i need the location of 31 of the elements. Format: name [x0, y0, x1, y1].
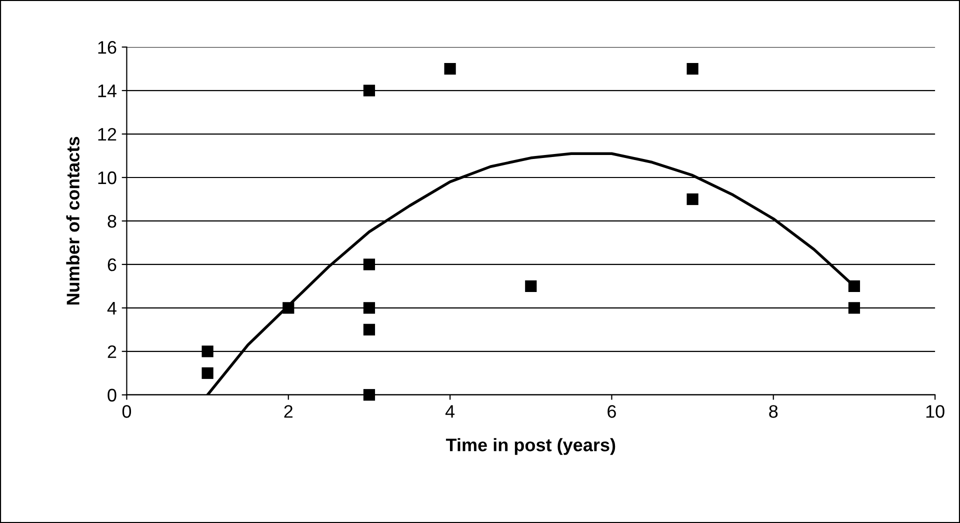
point: [525, 280, 537, 292]
x-tick-label: 0: [122, 405, 132, 418]
point: [363, 84, 376, 96]
y-tick-label: 16: [98, 41, 116, 54]
y-tick-label: 8: [108, 214, 116, 228]
y-tick-label: 4: [107, 302, 116, 314]
y-tick-label: 6: [108, 258, 116, 272]
point: [363, 389, 376, 401]
point: [202, 367, 214, 379]
point: [202, 346, 214, 358]
point: [363, 258, 376, 270]
y-tick-label: 2: [108, 345, 116, 358]
point: [363, 302, 376, 314]
x-tick-label: 2: [284, 405, 292, 418]
point: [686, 62, 698, 75]
y-axis-title: Number of contacts: [66, 136, 80, 305]
point: [444, 62, 456, 75]
point: [282, 302, 294, 314]
x-tick-label: 6: [608, 405, 616, 418]
point: [686, 193, 698, 206]
x-tick-label: 10: [926, 405, 944, 418]
point: [848, 302, 860, 314]
x-tick-label: 4: [445, 405, 455, 418]
x-axis-title: Time in post (years): [446, 438, 616, 455]
y-tick-label: 10: [98, 171, 116, 184]
y-tick-label: 12: [98, 128, 116, 141]
y-tick-label: 14: [98, 84, 116, 98]
x-tick-label: 8: [769, 405, 778, 418]
point: [363, 324, 376, 336]
point: [848, 280, 860, 292]
y-tick-label: 0: [108, 388, 116, 402]
